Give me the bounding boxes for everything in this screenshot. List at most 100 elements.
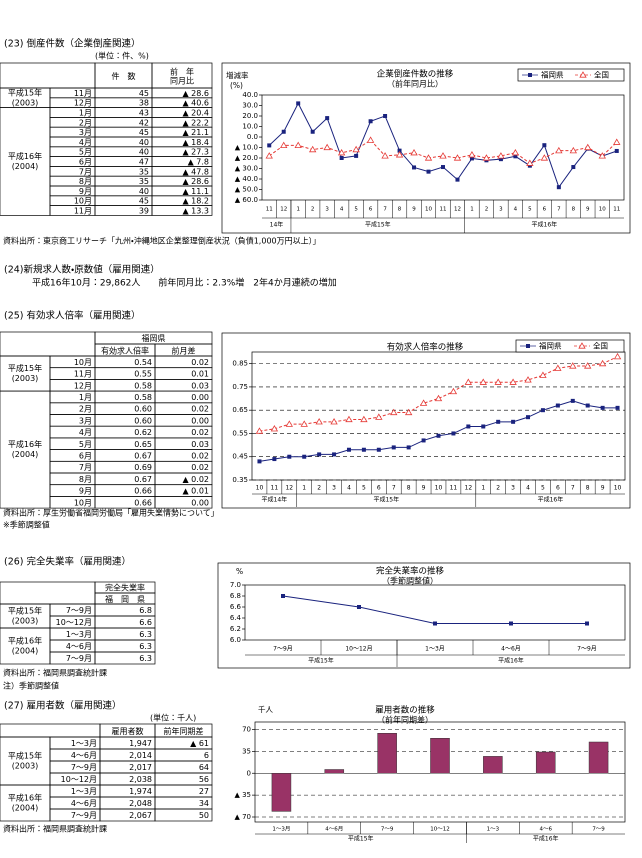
- table-cell-text: ▲ 40.6: [182, 99, 209, 108]
- table-cell-text: 12月: [74, 381, 92, 390]
- table-cell-text: 0.60: [134, 416, 152, 425]
- section-title: (27) 雇用者数（雇用関連）: [4, 700, 122, 712]
- legend-marker: [578, 342, 586, 349]
- marker: [404, 408, 413, 416]
- x-tick-label: 10: [435, 485, 443, 492]
- source-note: 資料出所：福岡県調査統計課: [3, 668, 107, 678]
- x-tick-label: 4: [347, 485, 351, 492]
- table-cell-text: 10月: [74, 197, 92, 206]
- y-tick-label: 6.6: [230, 603, 242, 611]
- marker: [614, 148, 619, 153]
- table-cell-text: 1月: [79, 109, 92, 118]
- chart-title: 有効求人倍率の推移: [387, 342, 464, 353]
- marker: [383, 114, 388, 118]
- table-cell-text: 10月: [74, 498, 92, 507]
- table-cell-text: 3月: [79, 416, 92, 425]
- table-group-label: 平成15年: [8, 87, 42, 97]
- x-tick-label: 2: [496, 485, 500, 492]
- table-header: 前月差: [172, 345, 196, 355]
- x-tick-label: 12: [454, 207, 461, 213]
- table-cell-text: 7～9月: [66, 606, 92, 615]
- table-cell-text: 11月: [74, 207, 92, 216]
- table-cell-text: 56: [199, 775, 209, 784]
- x-group-label: 平成15年: [373, 496, 399, 504]
- marker: [584, 362, 592, 369]
- x-tick-label: 3: [499, 207, 503, 213]
- marker: [412, 165, 417, 170]
- table-cell-text: 11月: [74, 370, 92, 379]
- x-tick-label: 5: [541, 485, 545, 492]
- marker: [542, 143, 547, 148]
- table-cell-text: 45: [139, 89, 149, 98]
- table-cell-text: 2月: [79, 405, 92, 414]
- marker: [332, 452, 337, 457]
- table-cell-text: 0.58: [134, 393, 152, 402]
- marker: [406, 445, 411, 450]
- y-tick-label: 0.45: [232, 453, 248, 461]
- marker: [613, 138, 621, 145]
- marker: [554, 364, 562, 371]
- marker: [426, 169, 431, 174]
- table-cell-text: 0.65: [134, 440, 152, 449]
- table-cell-text: 0.02: [191, 405, 209, 414]
- marker: [255, 427, 264, 434]
- x-tick-label: 7: [571, 485, 575, 492]
- x-group-label: 平成15年: [348, 835, 374, 843]
- marker: [325, 116, 330, 121]
- table-cell-text: 0.02: [191, 451, 209, 460]
- table-header: 有効求人倍率: [101, 345, 149, 355]
- x-group-label: 平成14年: [262, 496, 288, 504]
- x-tick-label: 1: [470, 207, 474, 213]
- y-axis-unit: (%): [230, 81, 243, 90]
- marker: [600, 405, 605, 410]
- x-group-label: 平成15年: [365, 221, 391, 229]
- table-group-sub: (2004): [12, 647, 39, 656]
- marker: [376, 447, 381, 452]
- section-title: (26) 完全失業率（雇用関連）: [4, 556, 131, 568]
- marker: [281, 129, 286, 134]
- marker: [419, 399, 428, 406]
- marker: [555, 146, 563, 154]
- marker: [570, 398, 575, 403]
- table-cell-text: 40: [139, 148, 149, 157]
- marker: [540, 408, 545, 413]
- legend-label: 全国: [593, 341, 608, 351]
- table-group-label: 平成16年: [8, 439, 42, 449]
- table-group-sub: (2004): [12, 450, 39, 459]
- x-tick-label: 9: [586, 207, 590, 213]
- table-cell-text: 7月: [79, 167, 92, 176]
- y-tick-label: 30.0: [242, 102, 258, 110]
- bar: [377, 733, 397, 774]
- x-tick-label: 7: [557, 207, 561, 213]
- table-cell-text: 0.02: [191, 463, 209, 472]
- table-header: 前年同期差: [164, 726, 204, 736]
- marker: [391, 445, 396, 450]
- marker: [302, 454, 307, 459]
- table-group-label: 平成15年: [8, 363, 42, 373]
- x-tick-label: 11: [271, 485, 279, 492]
- y-tick-label: 6.0: [230, 636, 241, 644]
- x-group-label: 平成16年: [538, 496, 564, 504]
- section-title: (23) 倒産件数（企業倒産関連）: [4, 38, 141, 50]
- table-cell-text: 5月: [79, 148, 92, 157]
- marker: [281, 594, 285, 598]
- y-tick-label: ▲ 30.0: [235, 165, 258, 173]
- y-tick-label: ▲ 40.0: [235, 175, 258, 183]
- y-tick-label: 6.2: [230, 625, 241, 633]
- x-tick-label: 10: [425, 207, 432, 213]
- x-tick-label: 9: [412, 207, 416, 213]
- marker: [441, 165, 445, 170]
- table-cell-text: 11月: [74, 89, 92, 98]
- x-tick-label: 9: [422, 485, 426, 492]
- marker: [511, 419, 516, 424]
- table-cell-text: 2月: [79, 118, 92, 127]
- x-tick-label: 7: [383, 207, 387, 213]
- table-cell-text: 8月: [79, 475, 92, 484]
- x-group-label: 平成16年: [498, 657, 524, 665]
- table-header: 前 年同月比: [170, 66, 194, 85]
- marker: [375, 413, 383, 420]
- table-cell-text: 1～3月: [71, 787, 97, 796]
- table-header: 件 数: [112, 71, 136, 81]
- x-tick-label: 10: [256, 485, 264, 492]
- table-cell-text: 2,038: [129, 775, 152, 784]
